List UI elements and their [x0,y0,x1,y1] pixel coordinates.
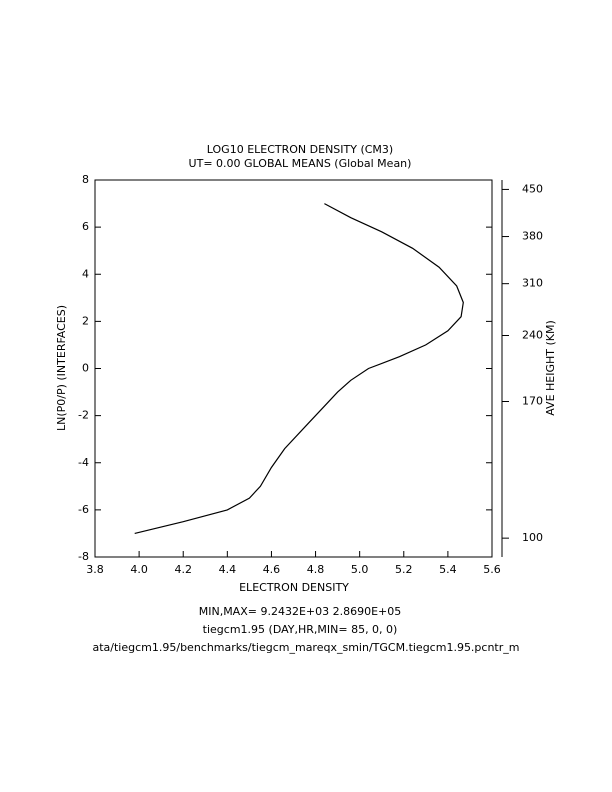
x-tick-label: 4.0 [130,563,148,576]
footer-line: ata/tiegcm1.95/benchmarks/tiegcm_mareqx_… [92,641,519,654]
y-tick-label: -4 [78,456,89,469]
y2-tick-label: 100 [522,531,543,544]
x-tick-label: 5.4 [439,563,457,576]
footer-line: tiegcm1.95 (DAY,HR,MIN= 85, 0, 0) [203,623,398,636]
x-tick-label: 4.8 [307,563,325,576]
y2-tick-label: 310 [522,277,543,290]
footer-line: MIN,MAX= 9.2432E+03 2.8690E+05 [199,605,402,618]
y-tick-label: -2 [78,409,89,422]
x-tick-label: 5.6 [483,563,501,576]
y2-tick-label: 380 [522,230,543,243]
chart-title: LOG10 ELECTRON DENSITY (CM3) [207,143,393,156]
y-tick-label: 6 [82,220,89,233]
data-line [134,203,464,534]
y-tick-label: 0 [82,362,89,375]
y-tick-label: -6 [78,503,89,516]
y-axis-label: LN(P0/P) (INTERFACES) [55,305,68,431]
x-tick-label: 4.6 [263,563,281,576]
x-tick-label: 3.8 [86,563,104,576]
x-tick-label: 4.4 [219,563,237,576]
x-axis-label: ELECTRON DENSITY [239,581,349,594]
y2-tick-label: 240 [522,329,543,342]
y2-tick-label: 170 [522,394,543,407]
plot-frame [94,179,493,558]
chart-subtitle: UT= 0.00 GLOBAL MEANS (Global Mean) [189,157,412,170]
y-tick-label: 2 [82,314,89,327]
y2-axis-label: AVE HEIGHT (KM) [544,320,557,416]
x-tick-label: 5.0 [351,563,369,576]
x-tick-label: 4.2 [174,563,192,576]
y-tick-label: 4 [82,267,89,280]
y2-tick-label: 450 [522,182,543,195]
y-tick-label: 8 [82,173,89,186]
y-tick-label: -8 [78,550,89,563]
x-tick-label: 5.2 [395,563,413,576]
